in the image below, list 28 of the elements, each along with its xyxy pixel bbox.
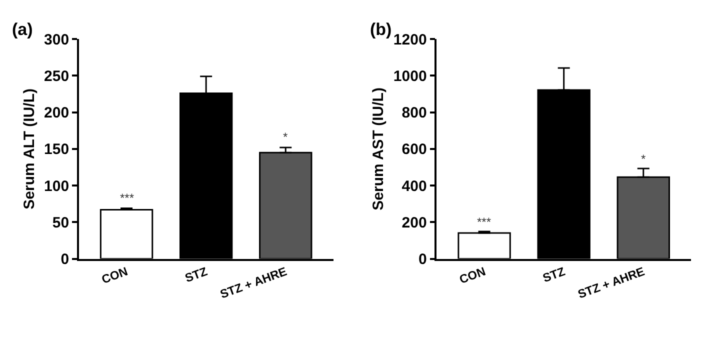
- y-tick-label: 800: [402, 104, 427, 122]
- y-tick-label: 1200: [393, 31, 427, 48]
- y-tick-label: 250: [44, 68, 70, 85]
- annotation: ***: [120, 191, 134, 205]
- x-tick-label: STZ + AHRE: [218, 264, 289, 302]
- y-axis-title: Serum ALT (IU/L): [20, 88, 38, 210]
- x-tick-label: CON: [100, 264, 130, 287]
- y-tick-label: 400: [402, 178, 427, 195]
- annotation: *: [283, 130, 288, 144]
- y-tick-label: 600: [402, 141, 427, 158]
- y-tick-label: 200: [44, 104, 70, 122]
- y-axis-title: Serum AST (IU/L): [370, 88, 388, 210]
- y-tick-label: 0: [418, 251, 427, 268]
- chart-title: (b): [370, 20, 392, 39]
- y-tick-label: 300: [44, 31, 70, 48]
- y-tick-label: 50: [52, 214, 70, 232]
- annotation: *: [641, 152, 646, 166]
- y-tick-label: 1000: [393, 68, 427, 85]
- y-tick-label: 150: [44, 141, 70, 158]
- y-tick-label: 0: [60, 251, 70, 268]
- y-tick-label: 100: [44, 178, 70, 195]
- x-tick-label: STZ + AHRE: [576, 264, 646, 302]
- chart-title: (a): [12, 20, 33, 39]
- y-tick-label: 200: [402, 214, 427, 232]
- x-tick-label: STZ: [183, 264, 210, 286]
- x-tick-label: STZ: [540, 264, 567, 286]
- x-tick-label: CON: [458, 264, 488, 287]
- annotation: ***: [477, 215, 492, 229]
